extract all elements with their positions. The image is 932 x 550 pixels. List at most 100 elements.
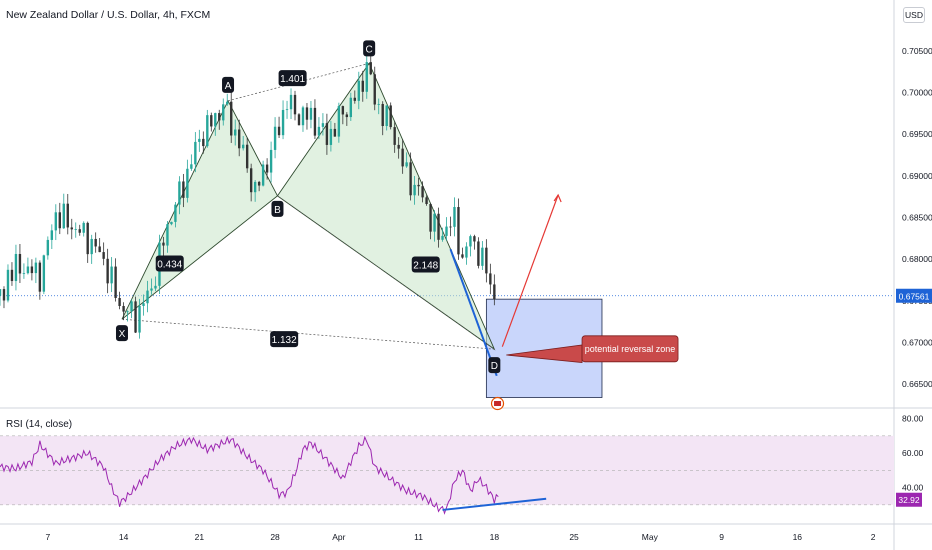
price-tick-label: 0.69500 xyxy=(902,129,932,139)
candle-body xyxy=(409,162,412,196)
candle-body xyxy=(66,203,69,228)
prz-callout[interactable]: potential reversal zone xyxy=(506,335,679,363)
candle-body xyxy=(234,129,237,136)
time-tick-label: 9 xyxy=(719,532,724,542)
candle-body xyxy=(154,285,157,289)
time-tick-label: 21 xyxy=(195,532,205,542)
candle-body xyxy=(206,115,209,147)
candle-body xyxy=(162,242,165,246)
candle-body xyxy=(253,181,257,193)
price-tick-label: 0.70500 xyxy=(902,46,932,56)
rsi-value-tag-bg xyxy=(896,492,922,507)
candle-body xyxy=(174,204,177,222)
time-tick-label: 11 xyxy=(414,532,423,542)
candle-body xyxy=(14,253,18,282)
candle-body xyxy=(353,97,357,101)
candle-body xyxy=(226,101,229,105)
point-c-label-bg xyxy=(363,40,376,57)
candle-body xyxy=(230,101,233,136)
candle-body xyxy=(377,103,380,105)
candle-body xyxy=(341,106,345,115)
candle-body xyxy=(325,123,329,145)
candle-body xyxy=(86,222,89,255)
time-tick-label: 14 xyxy=(119,532,129,542)
candle-body xyxy=(321,123,325,127)
candle-body xyxy=(285,109,289,111)
ratio-badge-text: 1.132 xyxy=(272,335,297,346)
candle-body xyxy=(465,246,468,258)
candle-body xyxy=(385,105,388,127)
candle-body xyxy=(309,107,313,120)
candle-body xyxy=(38,262,42,292)
ratio-badge-bg xyxy=(278,70,307,87)
candle-body xyxy=(218,113,221,121)
candle-body xyxy=(114,266,117,298)
candle-body xyxy=(34,262,38,274)
candle-body xyxy=(397,144,400,149)
candle-body xyxy=(166,224,169,246)
candle-body xyxy=(417,184,420,187)
candle-body xyxy=(198,138,201,142)
candle-body xyxy=(22,273,26,275)
candle-body xyxy=(146,290,149,304)
candle-body xyxy=(373,74,376,105)
candle-body xyxy=(74,229,77,230)
candle-body xyxy=(289,94,293,110)
candle-body xyxy=(62,203,65,229)
ratio-line xyxy=(277,195,495,350)
candle-body xyxy=(481,247,484,266)
ratio-line xyxy=(121,318,495,350)
candle-body xyxy=(118,297,121,307)
rsi-tick-label: 40.00 xyxy=(902,483,924,493)
candle-body xyxy=(126,311,129,313)
last-price-tag-bg xyxy=(896,288,932,303)
candle-body xyxy=(405,162,408,167)
currency-button[interactable]: USD xyxy=(903,7,925,23)
ratio-badge: 0.434 xyxy=(155,255,184,272)
point-c-label-text: C xyxy=(366,44,373,55)
candle-body xyxy=(457,207,460,255)
candle-body xyxy=(134,301,137,333)
candle-body xyxy=(445,226,448,236)
rsi-tick-label: 80.00 xyxy=(902,414,924,424)
us-flag-icon-inner xyxy=(494,401,502,406)
candle-body xyxy=(393,127,396,145)
candle-body xyxy=(186,168,189,198)
candle-body xyxy=(477,241,480,266)
candle-body xyxy=(265,164,269,173)
rsi-tick-label: 60.00 xyxy=(902,448,924,458)
point-x-label-text: X xyxy=(119,329,126,340)
candle-body xyxy=(453,207,456,227)
candle-body xyxy=(257,181,261,186)
price-tick-label: 0.69000 xyxy=(902,171,932,181)
candle-body xyxy=(0,289,2,296)
point-d-label: D xyxy=(488,357,501,374)
ratio-badge-text: 2.148 xyxy=(413,261,438,272)
candle-body xyxy=(138,305,141,333)
candle-body xyxy=(461,254,464,258)
candle-body xyxy=(46,239,50,256)
point-d-label-bg xyxy=(488,357,501,374)
ratio-badge-bg xyxy=(411,256,440,273)
candle-body xyxy=(210,115,213,127)
candle-body xyxy=(94,238,97,247)
projection-arrowhead xyxy=(553,193,562,203)
ratio-badge: 1.132 xyxy=(270,331,299,348)
rsi-line xyxy=(0,435,499,515)
candle-body xyxy=(241,144,245,149)
price-tick-label: 0.66500 xyxy=(902,379,932,389)
price-tick-label: 0.68500 xyxy=(902,213,932,223)
candle-body xyxy=(261,164,265,186)
candle-body xyxy=(50,230,54,240)
candle-body xyxy=(401,148,404,167)
candle-body xyxy=(110,266,113,284)
price-trendline xyxy=(449,248,498,377)
candle-body xyxy=(333,128,337,137)
candle-body xyxy=(222,104,225,121)
candle-body xyxy=(194,141,197,165)
candle-body xyxy=(18,253,22,274)
candle-body xyxy=(293,94,297,115)
candle-body xyxy=(425,197,428,204)
candle-body xyxy=(437,213,440,240)
